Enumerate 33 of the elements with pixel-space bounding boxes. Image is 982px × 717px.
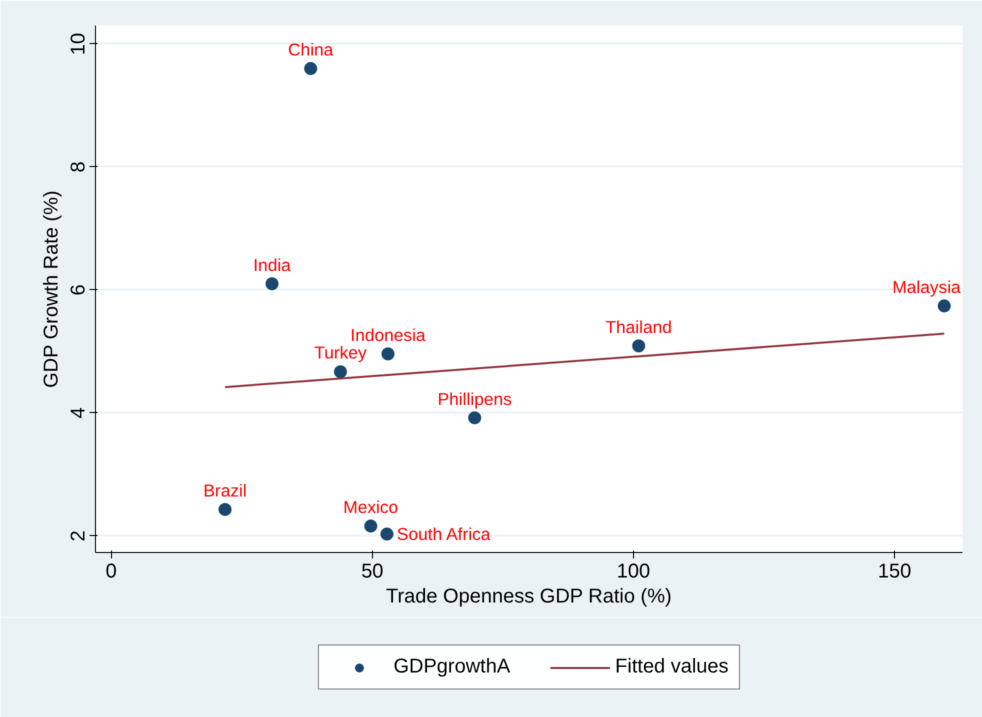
point [334,365,347,378]
y-tick-label: 10 [68,32,90,56]
x-tick-label: 150 [878,560,912,582]
annotation: Phillipens [438,388,512,409]
point [218,502,232,516]
annotation: Turkey [314,342,367,363]
point [632,339,646,352]
point [468,411,482,424]
annotation: South Africa [396,524,491,544]
annotation: Indonesia [350,324,426,345]
annotation: Malaysia [892,276,962,297]
y-tick-label: 4 [68,407,90,418]
annotation: Brazil [203,480,247,500]
y-tick-label: 6 [68,284,90,296]
legend-label: GDPgrowthA [393,656,510,678]
x-tick-label: 0 [106,560,117,582]
x-axis-title: Trade Openness GDP Ratio (%) [386,586,672,608]
point [304,62,318,76]
legend-label: Fitted values [615,656,729,678]
point [364,520,378,533]
x-tick-label: 50 [361,560,384,582]
x-tick-label: 100 [616,560,650,582]
y-tick-label: 2 [68,530,90,542]
point [381,347,394,360]
annotation: Mexico [343,497,398,518]
point [380,528,394,541]
y-tick-label: 8 [68,161,90,172]
annotation: China [288,40,334,60]
point [266,277,279,290]
annotation: India [253,254,292,275]
y-axis-title: GDP Growth Rate (%) [40,190,62,388]
point [938,299,951,312]
annotation: Thailand [605,316,672,337]
